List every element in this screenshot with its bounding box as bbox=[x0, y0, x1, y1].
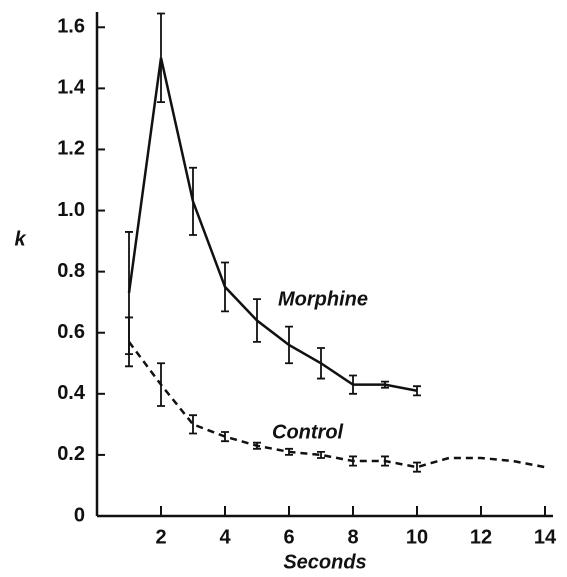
y-tick-label: 1.4 bbox=[57, 77, 86, 99]
error-bar bbox=[253, 298, 261, 343]
error-bar bbox=[221, 431, 229, 443]
x-tick-label: 8 bbox=[347, 526, 358, 548]
error-bar bbox=[317, 450, 325, 459]
error-bar bbox=[253, 441, 261, 450]
y-tick-label: 0.2 bbox=[57, 443, 85, 465]
x-axis-label: Seconds bbox=[283, 551, 366, 573]
error-bar bbox=[413, 385, 421, 397]
y-tick-label: 0.8 bbox=[57, 260, 85, 282]
y-tick-label: 1.6 bbox=[57, 16, 85, 38]
y-tick-label: 0.4 bbox=[57, 382, 86, 404]
error-bar bbox=[285, 447, 293, 456]
y-tick-label: 0.6 bbox=[57, 321, 85, 343]
x-tick-label: 12 bbox=[470, 526, 492, 548]
error-bar bbox=[285, 325, 293, 365]
error-bar bbox=[413, 461, 421, 473]
series-line bbox=[127, 57, 418, 392]
x-tick-label: 6 bbox=[283, 526, 294, 548]
series-line bbox=[127, 341, 546, 469]
y-tick-label: 1.0 bbox=[57, 199, 85, 221]
error-bar bbox=[349, 455, 357, 467]
x-tick-label: 10 bbox=[406, 526, 428, 548]
series-label: Control bbox=[272, 421, 344, 443]
x-tick-label: 4 bbox=[219, 526, 231, 548]
error-bar bbox=[381, 380, 389, 389]
series-label: Morphine bbox=[278, 288, 368, 310]
error-bar bbox=[189, 166, 197, 236]
error-bar bbox=[125, 316, 133, 368]
y-tick-label: 0 bbox=[74, 504, 85, 526]
x-tick-label: 2 bbox=[155, 526, 166, 548]
x-tick-label: 14 bbox=[534, 526, 557, 548]
error-bar bbox=[157, 12, 165, 104]
error-bar bbox=[381, 455, 389, 467]
y-axis-label: k bbox=[14, 228, 26, 250]
error-bar bbox=[189, 414, 197, 435]
y-tick-label: 1.2 bbox=[57, 138, 85, 160]
error-bar bbox=[317, 347, 325, 380]
error-bar bbox=[349, 374, 357, 395]
error-bar bbox=[157, 362, 165, 407]
error-bar bbox=[221, 261, 229, 313]
